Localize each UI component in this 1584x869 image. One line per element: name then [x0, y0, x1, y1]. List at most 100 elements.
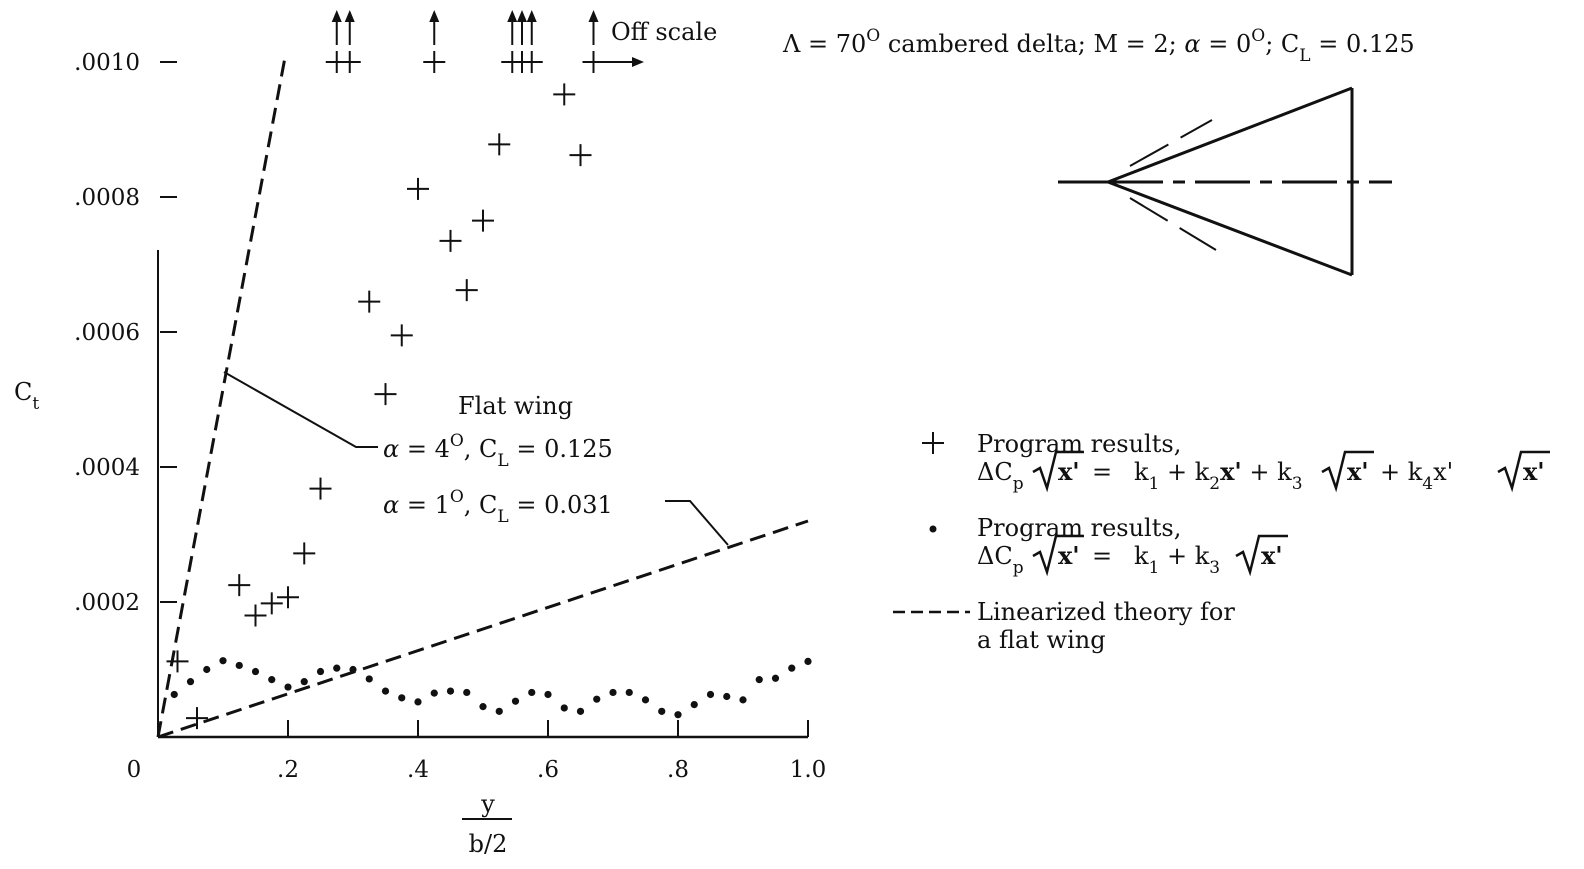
data-point-plus — [439, 229, 462, 252]
off-scale-arrow — [344, 10, 355, 45]
off-scale-arrows — [331, 10, 599, 45]
data-point-dot — [560, 704, 568, 712]
data-point-dot — [658, 707, 666, 715]
data-point-dot — [268, 676, 276, 684]
x-tick-label: .6 — [537, 757, 559, 783]
off-scale-arrow — [517, 10, 527, 45]
svg-text:x': x' — [1261, 541, 1283, 570]
data-point-dot — [186, 678, 195, 686]
delta-wing-sketch — [1058, 86, 1392, 277]
off-scale-arrowhead — [632, 57, 644, 67]
data-point-dot — [609, 688, 617, 697]
theory-lines — [156, 54, 809, 739]
svg-text:ΔCp: ΔCp — [977, 458, 1024, 494]
axes — [157, 250, 808, 739]
data-point-dot — [576, 707, 585, 715]
x-axis-label-numerator: y — [480, 790, 495, 818]
data-point-plus — [553, 83, 576, 106]
svg-text:=: = — [1092, 458, 1112, 486]
data-point-dot — [235, 661, 243, 670]
x-axis-label-denominator: b/2 — [469, 830, 508, 858]
x-tick-label: .2 — [277, 757, 299, 783]
data-point-dot — [398, 694, 406, 702]
y-tick-label: .0006 — [74, 320, 140, 346]
data-point-plus — [228, 574, 251, 597]
data-point-dot — [706, 690, 715, 699]
data-point-dot — [414, 698, 422, 706]
data-point-dot — [203, 665, 211, 674]
data-point-plus — [423, 51, 446, 73]
x-axis-label: y b/2 — [462, 790, 512, 858]
off-scale-label: Off scale — [611, 18, 717, 46]
legend-item-3-line1: Linearized theory for — [977, 598, 1235, 626]
theory-line-1 — [156, 54, 287, 738]
data-point-dot — [625, 688, 633, 697]
data-point-plus — [488, 133, 511, 156]
data-point-dot — [641, 696, 650, 704]
off-scale-arrow — [588, 10, 599, 45]
data-point-dot — [528, 688, 536, 697]
y-tick-label: .0008 — [74, 185, 140, 211]
data-point-plus — [277, 586, 299, 609]
y-ticks: .0002 .0004 .0006 .0008 .0010 — [74, 50, 177, 616]
annotation-alpha4: α = 4O, CL = 0.125 — [383, 431, 613, 471]
legend-item-2-equation: ΔCp x' = k1 + k3 x' — [977, 534, 1288, 578]
data-point-plus — [293, 542, 316, 565]
x-tick-label: 1.0 — [790, 757, 827, 783]
data-point-dot — [284, 683, 292, 691]
svg-text:x': x' — [1058, 541, 1080, 570]
dot-series — [170, 657, 812, 719]
data-point-dot — [349, 665, 357, 674]
chart-title: Λ = 70O cambered delta; M = 2; α = 0O; C… — [782, 26, 1415, 66]
data-point-dot — [495, 707, 503, 715]
data-point-dot — [446, 687, 455, 695]
data-point-dot — [251, 667, 260, 676]
data-point-plus — [358, 290, 381, 313]
data-point-dot — [170, 690, 178, 699]
data-point-dot — [333, 664, 341, 672]
off-scale-arrow — [429, 10, 440, 45]
data-point-dot — [511, 697, 520, 705]
data-point-dot — [219, 657, 227, 665]
svg-text:x': x' — [1058, 457, 1080, 486]
data-point-plus — [186, 707, 208, 730]
data-point-dot — [316, 667, 325, 676]
legend-item-2-line1: Program results, — [977, 514, 1181, 542]
data-point-dot — [771, 674, 780, 682]
x-tick-label: .4 — [407, 757, 429, 783]
data-point-plus — [520, 51, 543, 73]
svg-text:=: = — [1092, 542, 1112, 570]
off-scale-arrow — [526, 10, 537, 45]
data-point-dot — [479, 703, 487, 711]
data-point-dot — [463, 688, 471, 697]
annotation-flat-wing: Flat wing — [458, 392, 573, 420]
data-point-plus — [260, 592, 283, 615]
legend-item-3-line2: a flat wing — [977, 626, 1106, 654]
data-point-dot — [739, 696, 747, 704]
data-point-dot — [300, 678, 308, 686]
data-point-dot — [723, 692, 731, 701]
data-point-dot — [690, 701, 698, 709]
legend-marker-dot — [929, 525, 937, 533]
data-point-plus — [338, 51, 361, 73]
data-point-plus — [472, 209, 494, 232]
svg-text:ΔCp: ΔCp — [977, 542, 1024, 578]
x-tick-label: .8 — [667, 757, 689, 783]
data-point-dot — [593, 695, 601, 703]
y-tick-label: .0010 — [74, 50, 140, 76]
data-point-plus — [374, 383, 397, 406]
plus-series — [166, 51, 605, 730]
legend-item-1-equation: ΔCp x' = k1 + k2x' + k3 x' + k4x' x' — [977, 450, 1550, 494]
legend-item-1-line1: Program results, — [977, 430, 1181, 458]
off-scale-arrow — [507, 10, 518, 45]
data-point-dot — [755, 676, 763, 684]
data-point-dot — [788, 664, 796, 672]
data-point-plus — [407, 177, 429, 200]
svg-text:x': x' — [1523, 457, 1545, 486]
data-point-plus — [569, 144, 592, 167]
theory-line-2 — [157, 519, 809, 739]
x-tick-label: 0 — [127, 757, 142, 783]
annotation-alpha1: α = 1O, CL = 0.031 — [383, 487, 613, 527]
data-point-plus — [309, 477, 332, 500]
